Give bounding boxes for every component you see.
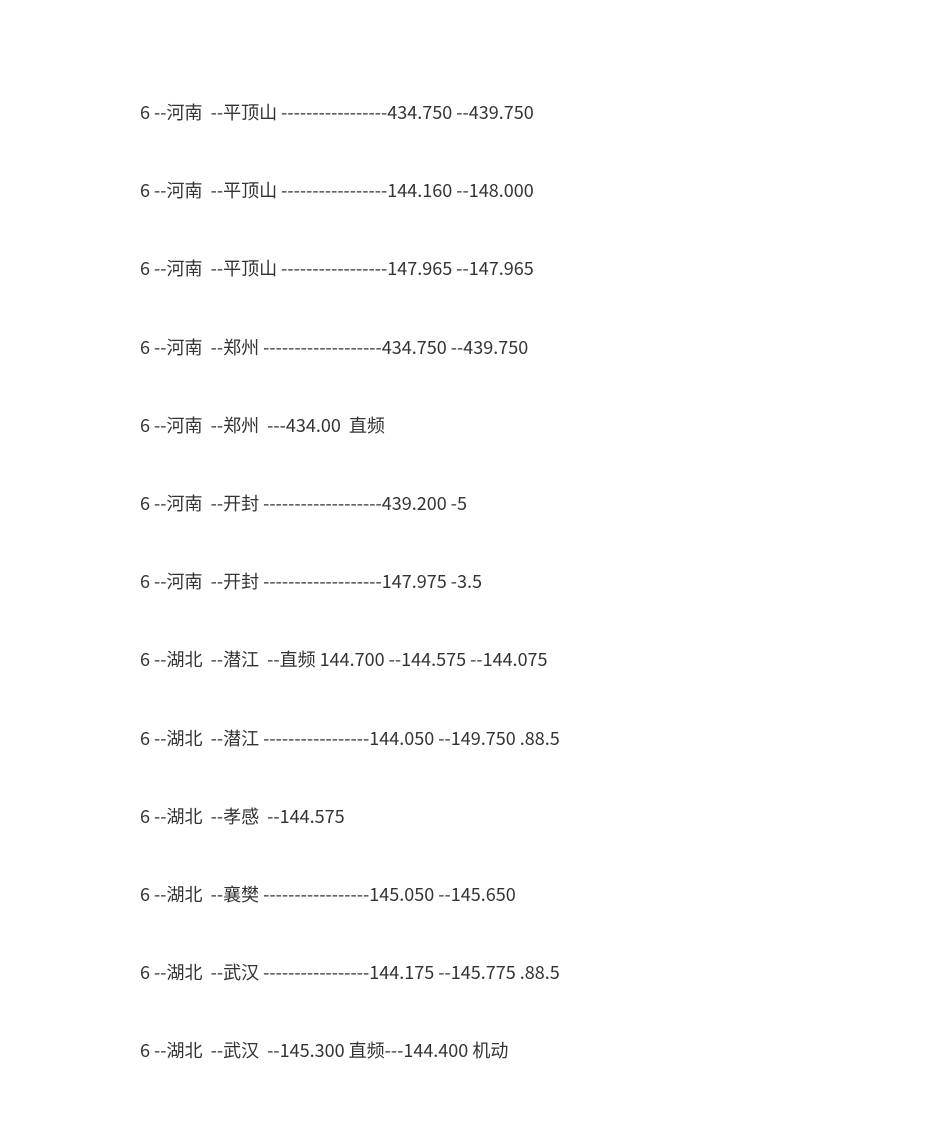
data-row: 6 --河南 --平顶山 -----------------144.160 --…: [140, 178, 945, 203]
data-row: 6 --湖北 --孝感 --144.575: [140, 804, 945, 829]
data-row: 6 --湖北 --襄樊 -----------------145.050 --1…: [140, 882, 945, 907]
data-row: 6 --河南 --郑州 -------------------434.750 -…: [140, 335, 945, 360]
data-row: 6 --河南 --郑州 ---434.00 直频: [140, 413, 945, 438]
data-row: 6 --河南 --开封 -------------------439.200 -…: [140, 491, 945, 516]
data-row: 6 --河南 --平顶山 -----------------147.965 --…: [140, 256, 945, 281]
data-row: 6 --湖北 --潜江 -----------------144.050 --1…: [140, 726, 945, 751]
data-row: 6 --湖北 --潜江 --直频 144.700 --144.575 --144…: [140, 647, 945, 672]
data-row: 6 --湖北 --武汉 -----------------144.175 --1…: [140, 960, 945, 985]
data-row: 6 --河南 --开封 -------------------147.975 -…: [140, 569, 945, 594]
document-page: 6 --河南 --平顶山 -----------------434.750 --…: [0, 0, 945, 1063]
data-row: 6 --湖北 --武汉 --145.300 直频---144.400 机动: [140, 1038, 945, 1063]
data-row: 6 --河南 --平顶山 -----------------434.750 --…: [140, 100, 945, 125]
